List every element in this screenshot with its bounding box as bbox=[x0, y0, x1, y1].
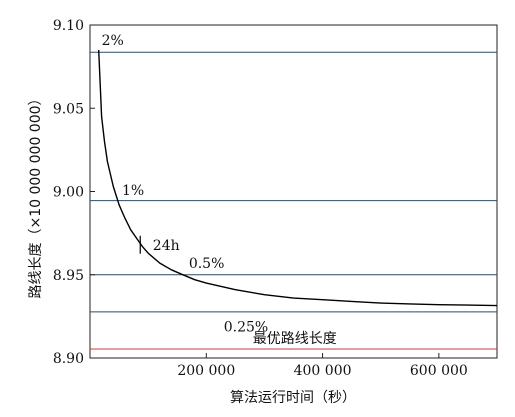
y-tick-label-4: 9.10 bbox=[53, 18, 84, 34]
y-tick-label-0: 8.90 bbox=[53, 351, 84, 367]
y-tick-label-2: 9.00 bbox=[53, 185, 84, 201]
x-tick-label-1: 400 000 bbox=[294, 363, 352, 379]
reference-line-label-4: 最优路线长度 bbox=[253, 331, 337, 347]
reference-line-label-1: 1% bbox=[122, 183, 144, 199]
plot-area-frame bbox=[89, 24, 498, 359]
x-axis-label: 算法运行时间（秒） bbox=[230, 390, 356, 406]
reference-line-label-0: 2% bbox=[102, 33, 124, 49]
annotation-label-0: 24h bbox=[153, 238, 180, 254]
reference-line-label-2: 0.5% bbox=[189, 256, 225, 272]
y-axis-label: 路线长度（×10 000 000 000） bbox=[28, 91, 44, 298]
y-tick-label-1: 8.95 bbox=[53, 268, 84, 284]
y-tick-label-3: 9.05 bbox=[53, 101, 84, 117]
x-tick-label-2: 600 000 bbox=[410, 363, 468, 379]
x-tick-label-0: 200 000 bbox=[177, 363, 235, 379]
reference-line-label-3: 0.25% bbox=[224, 319, 268, 335]
series-line-0 bbox=[98, 49, 498, 307]
